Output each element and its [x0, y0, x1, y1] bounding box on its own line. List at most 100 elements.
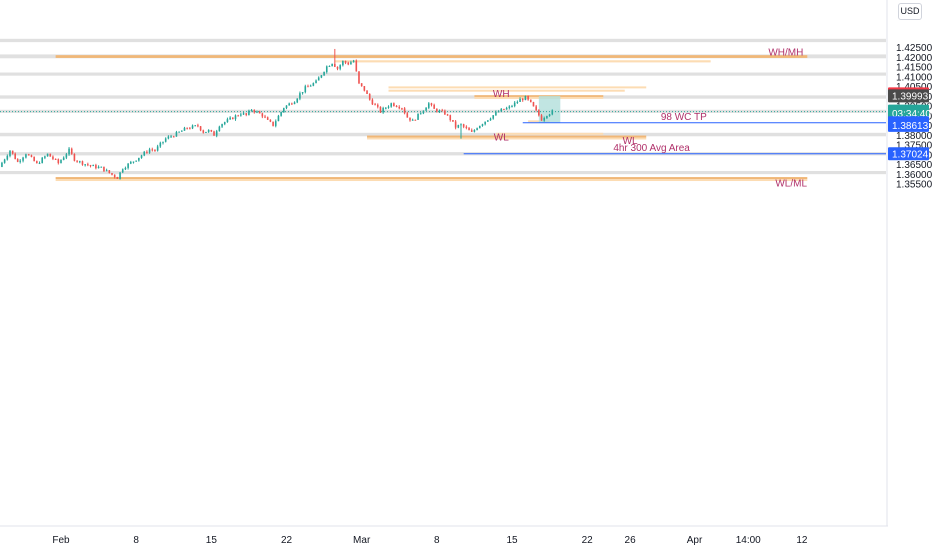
candle[interactable] — [433, 104, 435, 109]
candle[interactable] — [452, 120, 454, 122]
candle[interactable] — [395, 105, 398, 107]
candle[interactable] — [478, 125, 481, 129]
candle[interactable] — [403, 108, 406, 114]
candle[interactable] — [358, 71, 360, 84]
candle[interactable] — [521, 98, 524, 101]
candle[interactable] — [489, 118, 492, 121]
candle[interactable] — [422, 110, 425, 114]
candle[interactable] — [266, 117, 269, 120]
candle[interactable] — [41, 157, 44, 164]
candle[interactable] — [146, 151, 148, 153]
candle[interactable] — [210, 130, 213, 132]
candle[interactable] — [548, 114, 551, 117]
candle[interactable] — [352, 60, 355, 63]
candle[interactable] — [336, 66, 339, 69]
candle[interactable] — [113, 174, 116, 178]
candle[interactable] — [513, 102, 516, 107]
candle[interactable] — [183, 127, 186, 131]
candle[interactable] — [344, 61, 347, 63]
candle[interactable] — [164, 138, 167, 142]
candle[interactable] — [293, 102, 296, 105]
candle[interactable] — [419, 113, 422, 115]
candle[interactable] — [127, 163, 129, 168]
candle[interactable] — [454, 121, 457, 128]
candle[interactable] — [11, 150, 14, 154]
candle[interactable] — [387, 106, 390, 108]
candle[interactable] — [280, 111, 282, 116]
candle[interactable] — [444, 110, 446, 115]
candle[interactable] — [339, 65, 341, 69]
candle[interactable] — [205, 131, 207, 133]
candle[interactable] — [240, 114, 242, 116]
candle[interactable] — [438, 110, 441, 112]
candle[interactable] — [119, 172, 121, 179]
candle[interactable] — [103, 166, 105, 172]
candle[interactable] — [25, 154, 27, 158]
candle[interactable] — [468, 128, 470, 131]
candle[interactable] — [543, 117, 546, 121]
candle[interactable] — [274, 121, 277, 126]
candle[interactable] — [288, 103, 290, 106]
candle[interactable] — [371, 99, 374, 105]
candle[interactable] — [9, 150, 11, 156]
candle[interactable] — [73, 153, 76, 161]
candle[interactable] — [199, 126, 202, 131]
candle[interactable] — [320, 75, 323, 78]
candle[interactable] — [350, 62, 352, 65]
candle[interactable] — [89, 165, 92, 167]
candle[interactable] — [143, 151, 146, 156]
candle[interactable] — [253, 109, 256, 113]
candle[interactable] — [385, 107, 387, 109]
candle[interactable] — [229, 117, 231, 120]
candle[interactable] — [393, 103, 395, 106]
candle[interactable] — [97, 166, 100, 169]
candle[interactable] — [54, 158, 57, 160]
candle[interactable] — [116, 177, 119, 179]
candle[interactable] — [414, 119, 417, 121]
candle[interactable] — [14, 153, 16, 160]
candle[interactable] — [175, 132, 178, 137]
candle[interactable] — [398, 106, 401, 109]
candle[interactable] — [81, 161, 84, 165]
candle[interactable] — [135, 160, 137, 162]
candle[interactable] — [191, 125, 194, 129]
candle[interactable] — [159, 142, 162, 147]
candle[interactable] — [374, 104, 376, 106]
candle[interactable] — [250, 109, 253, 111]
candle[interactable] — [484, 121, 486, 125]
candle[interactable] — [304, 86, 307, 93]
candle[interactable] — [33, 156, 35, 162]
candle[interactable] — [84, 164, 86, 166]
candle[interactable] — [70, 148, 73, 154]
candle[interactable] — [248, 110, 250, 115]
candle[interactable] — [296, 98, 299, 103]
candle[interactable] — [242, 113, 245, 115]
candle[interactable] — [460, 124, 462, 126]
candle[interactable] — [121, 169, 124, 173]
candle[interactable] — [516, 101, 519, 103]
candle[interactable] — [355, 60, 358, 72]
candle[interactable] — [129, 162, 132, 164]
candle[interactable] — [366, 90, 368, 94]
candle[interactable] — [317, 77, 320, 81]
candle[interactable] — [226, 119, 229, 123]
candle[interactable] — [291, 103, 293, 105]
candle[interactable] — [213, 131, 215, 136]
candle[interactable] — [170, 136, 172, 138]
candle[interactable] — [154, 150, 156, 152]
candle[interactable] — [497, 111, 500, 113]
candle[interactable] — [508, 106, 511, 108]
candle[interactable] — [527, 96, 529, 100]
candle[interactable] — [376, 104, 379, 107]
candle[interactable] — [92, 165, 95, 167]
candle[interactable] — [382, 107, 384, 113]
candle[interactable] — [140, 155, 143, 158]
candle[interactable] — [44, 156, 46, 158]
candle[interactable] — [148, 149, 151, 153]
candle[interactable] — [503, 108, 505, 110]
candle[interactable] — [473, 129, 476, 132]
candle[interactable] — [323, 71, 325, 76]
candle[interactable] — [60, 160, 62, 164]
candle[interactable] — [457, 125, 460, 128]
candle[interactable] — [138, 157, 140, 161]
